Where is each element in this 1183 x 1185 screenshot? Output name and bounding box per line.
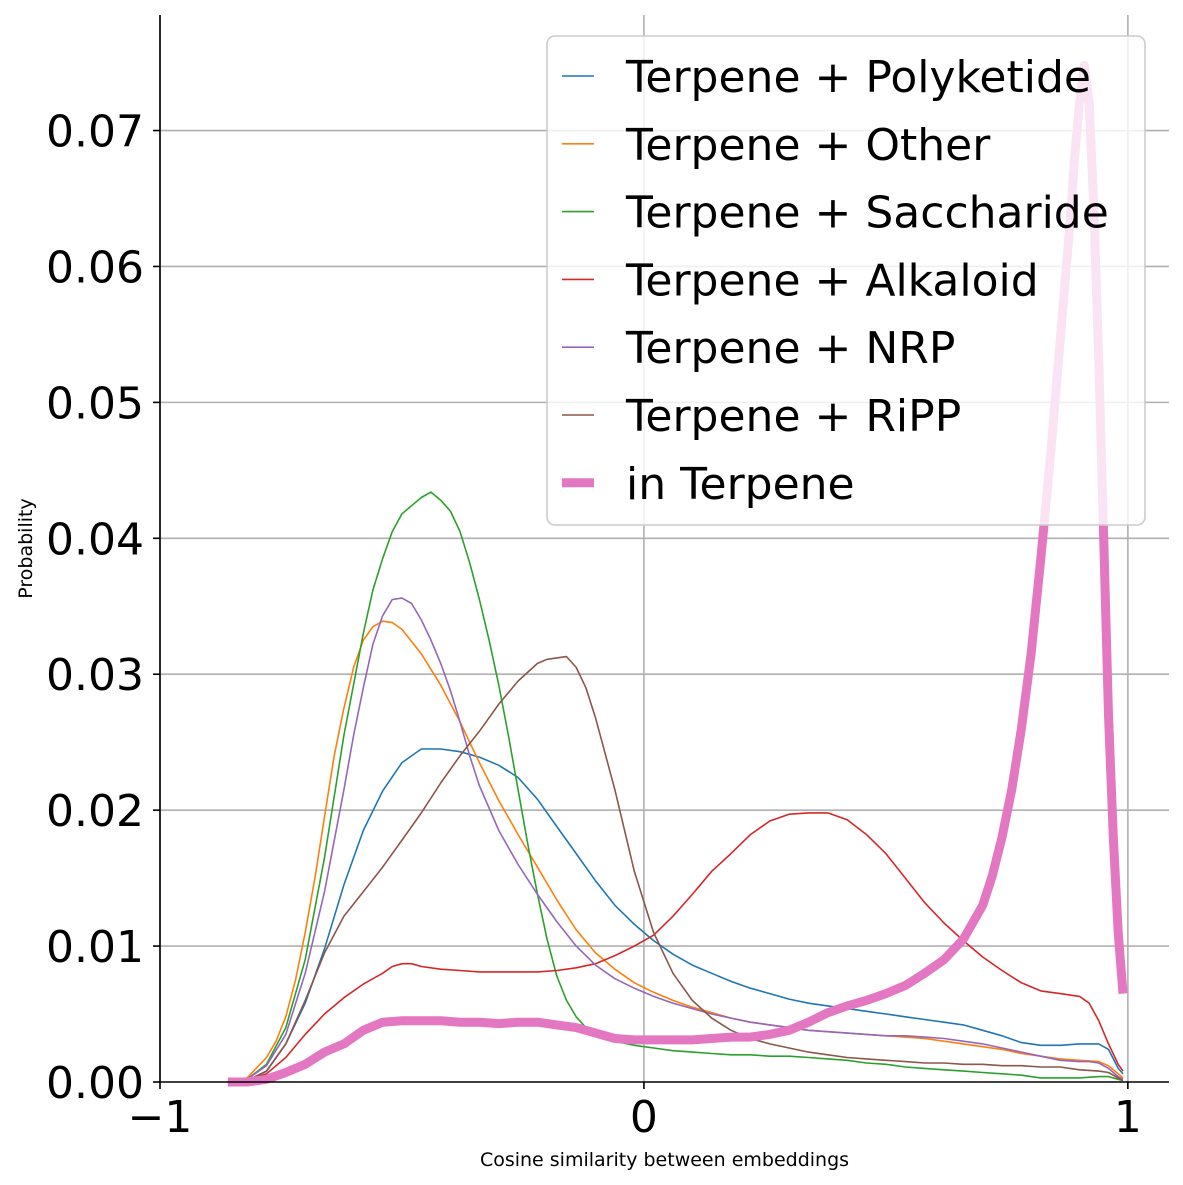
x-tick-label: 0 [630, 1092, 658, 1143]
legend-label-6: in Terpene [626, 459, 855, 510]
series-line-3 [227, 812, 1124, 1083]
legend-label-4: Terpene + NRP [625, 323, 955, 374]
series-line-5 [227, 655, 1124, 1083]
tick-labels: 0.00 0.01 0.02 0.03 0.04 0.05 0.06 0.07 −1 0 1 [46, 107, 1142, 1143]
y-tick-label: 0.02 [46, 786, 144, 837]
y-tick-label: 0.06 [46, 242, 144, 293]
y-tick-label: 0.07 [46, 107, 144, 158]
y-tick-label: 0.03 [46, 650, 144, 701]
y-tick-label: 0.05 [46, 378, 144, 429]
series-line-4 [227, 597, 1124, 1083]
legend: Terpene + Polyketide Terpene + Other Terpe… [546, 35, 1146, 526]
series-line-1 [227, 620, 1124, 1083]
x-axis-label: Cosine similarity between embeddings [480, 1149, 849, 1171]
legend-label-3: Terpene + Alkaloid [625, 255, 1039, 306]
axes [159, 15, 1169, 1083]
legend-label-2: Terpene + Saccharide [625, 188, 1109, 239]
y-tick-label: 0.04 [46, 514, 144, 565]
series-line-0 [227, 748, 1124, 1083]
legend-label-1: Terpene + Other [625, 120, 991, 171]
legend-label-5: Terpene + RiPP [625, 391, 961, 442]
x-tick-label: 1 [1114, 1092, 1142, 1143]
y-tick-label: 0.00 [46, 1058, 144, 1109]
x-tick-label: −1 [128, 1092, 193, 1143]
y-axis-label: Probability [15, 498, 37, 598]
y-tick-label: 0.01 [46, 922, 144, 973]
legend-label-0: Terpene + Polyketide [625, 52, 1091, 103]
legend-box [546, 35, 1146, 526]
